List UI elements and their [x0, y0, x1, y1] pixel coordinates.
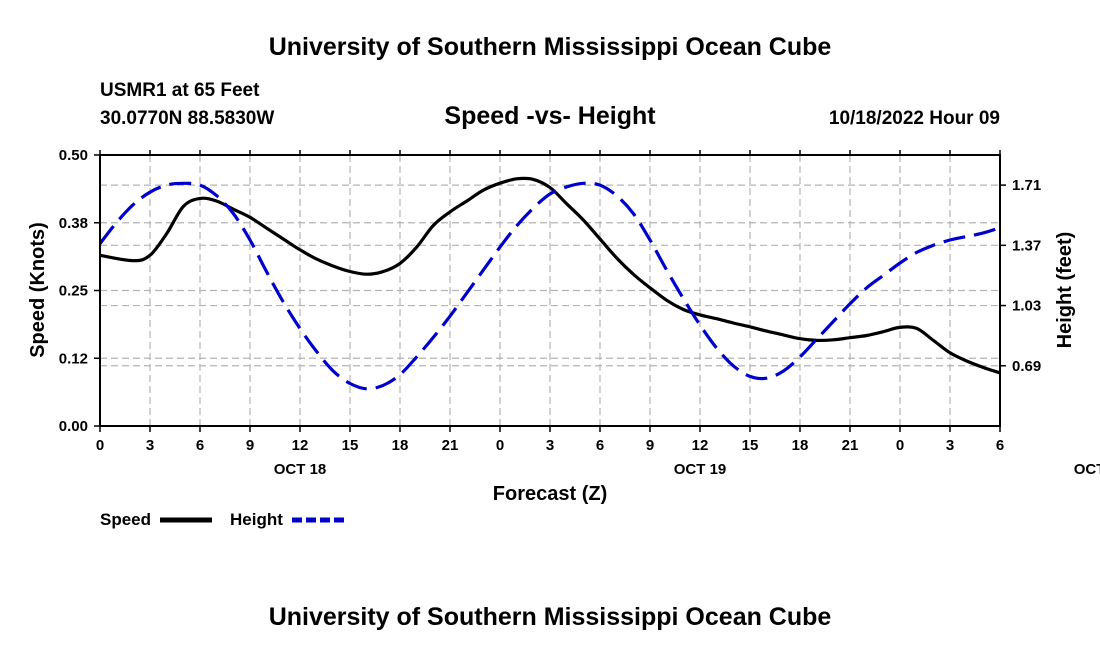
- y-axis-right-label: Height (feet): [1054, 232, 1076, 349]
- location-label: 30.0770N 88.5830W: [100, 108, 274, 129]
- y-right-tick-label: 1.37: [1012, 237, 1041, 254]
- series-group: [98, 176, 1001, 391]
- chart-title: Speed -vs- Height: [444, 102, 656, 130]
- x-tick-label: 12: [692, 437, 709, 454]
- y-right-tick-label: 1.03: [1012, 298, 1041, 315]
- x-tick-label: 12: [292, 437, 309, 454]
- page-title: University of Southern Mississippi Ocean…: [269, 33, 832, 61]
- x-tick-label: 3: [146, 437, 154, 454]
- x-tick-label: 3: [546, 437, 554, 454]
- y-left-tick-label: 0.00: [59, 418, 88, 435]
- legend-label-height: Height: [230, 510, 283, 529]
- x-tick-label: 18: [792, 437, 809, 454]
- y-right-tick-label: 0.69: [1012, 358, 1041, 375]
- x-tick-label: 0: [96, 437, 104, 454]
- x-tick-label: 9: [646, 437, 654, 454]
- axis-ticks: 0 3 6 9 12 15 18 21 0 3 6 9 12 15 18 21 0 3 6 OCT 18 OCT 19 O…: [59, 147, 1100, 478]
- station-label: USMR1 at 65 Feet: [100, 80, 260, 101]
- y-left-tick-label: 0.50: [59, 147, 88, 164]
- x-tick-label: 6: [996, 437, 1004, 454]
- x-tick-label: 21: [842, 437, 859, 454]
- x-tick-label: 0: [496, 437, 504, 454]
- x-tick-label: 21: [442, 437, 459, 454]
- x-date-label: OCT 19: [674, 461, 727, 478]
- legend-label-speed: Speed: [100, 510, 151, 529]
- y-axis-left-label: Speed (Knots): [27, 222, 49, 358]
- x-date-label: OCT 20: [1074, 461, 1100, 478]
- x-tick-label: 18: [392, 437, 409, 454]
- x-tick-label: 6: [196, 437, 204, 454]
- datetime-label: 10/18/2022 Hour 09: [829, 108, 1000, 129]
- x-tick-label: 6: [596, 437, 604, 454]
- y-left-tick-label: 0.38: [59, 215, 88, 232]
- y-right-tick-label: 1.71: [1012, 177, 1041, 194]
- x-tick-label: 15: [742, 437, 759, 454]
- x-tick-label: 9: [246, 437, 254, 454]
- x-date-label: OCT 18: [274, 461, 327, 478]
- x-tick-label: 0: [896, 437, 904, 454]
- x-axis-label: Forecast (Z): [493, 483, 607, 505]
- x-tick-label: 3: [946, 437, 954, 454]
- footer-title: University of Southern Mississippi Ocean…: [269, 603, 832, 631]
- y-left-tick-label: 0.25: [59, 283, 88, 300]
- x-tick-label: 15: [342, 437, 359, 454]
- series-line-speed: [99, 176, 1001, 375]
- y-left-tick-label: 0.12: [59, 350, 88, 367]
- series-line-height: [98, 181, 1001, 391]
